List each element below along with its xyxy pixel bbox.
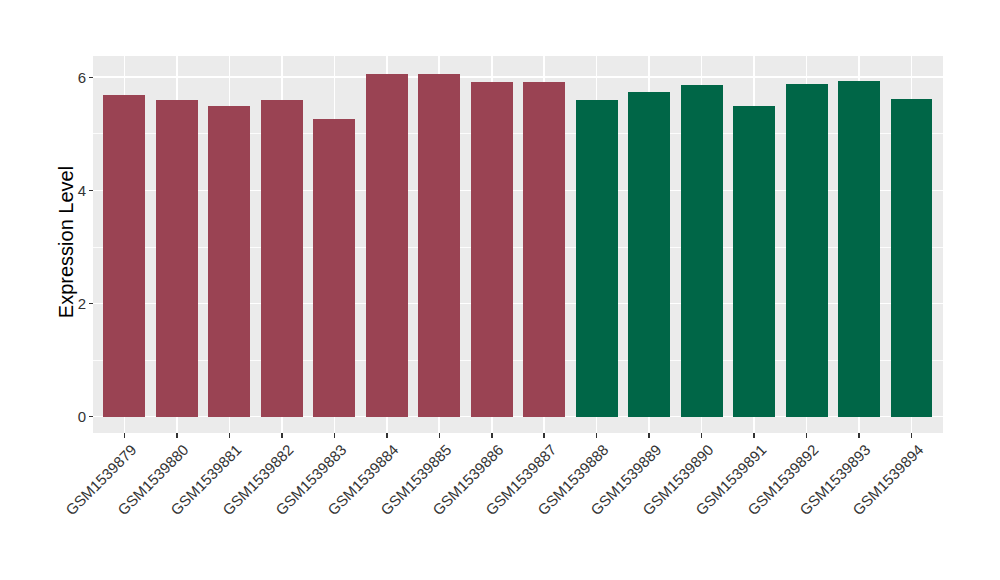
bar-GSM1539893 — [838, 81, 880, 416]
bar-GSM1539881 — [208, 106, 250, 417]
x-axis-tick — [124, 433, 126, 438]
bar-GSM1539882 — [261, 100, 303, 417]
x-axis-tick — [701, 433, 703, 438]
bar-GSM1539886 — [471, 82, 513, 417]
y-tick-label: 6 — [46, 69, 86, 86]
bar-GSM1539880 — [156, 100, 198, 417]
y-axis-tick — [89, 303, 94, 305]
bar-GSM1539884 — [366, 74, 408, 416]
x-axis-tick — [334, 433, 336, 438]
bar-GSM1539885 — [418, 74, 460, 417]
x-axis-tick — [753, 433, 755, 438]
bar-GSM1539889 — [628, 92, 670, 417]
x-axis-tick — [648, 433, 650, 438]
x-axis-tick — [439, 433, 441, 438]
bar-GSM1539883 — [313, 119, 355, 417]
x-axis-tick — [858, 433, 860, 438]
x-axis-tick — [596, 433, 598, 438]
x-axis-tick — [911, 433, 913, 438]
bar-GSM1539890 — [681, 85, 723, 417]
bar-GSM1539887 — [523, 82, 565, 417]
bar-GSM1539892 — [786, 84, 828, 417]
y-tick-label: 0 — [46, 408, 86, 425]
x-axis-tick — [229, 433, 231, 438]
gridline-major-y — [93, 76, 943, 78]
bar-GSM1539891 — [733, 106, 775, 417]
x-axis-tick — [176, 433, 178, 438]
x-axis-tick — [543, 433, 545, 438]
bar-GSM1539894 — [891, 99, 933, 416]
plot-panel — [93, 56, 943, 433]
y-axis-tick — [89, 190, 94, 192]
bar-GSM1539879 — [103, 95, 145, 417]
y-axis-tick — [89, 77, 94, 79]
x-axis-tick — [491, 433, 493, 438]
x-axis-tick — [281, 433, 283, 438]
y-tick-label: 4 — [46, 182, 86, 199]
y-tick-label: 2 — [46, 295, 86, 312]
expression-level-bar-chart: Expression Level 0246GSM1539879GSM153988… — [0, 0, 1000, 580]
bar-GSM1539888 — [576, 100, 618, 417]
x-axis-tick — [386, 433, 388, 438]
x-axis-tick — [806, 433, 808, 438]
y-axis-tick — [89, 416, 94, 418]
